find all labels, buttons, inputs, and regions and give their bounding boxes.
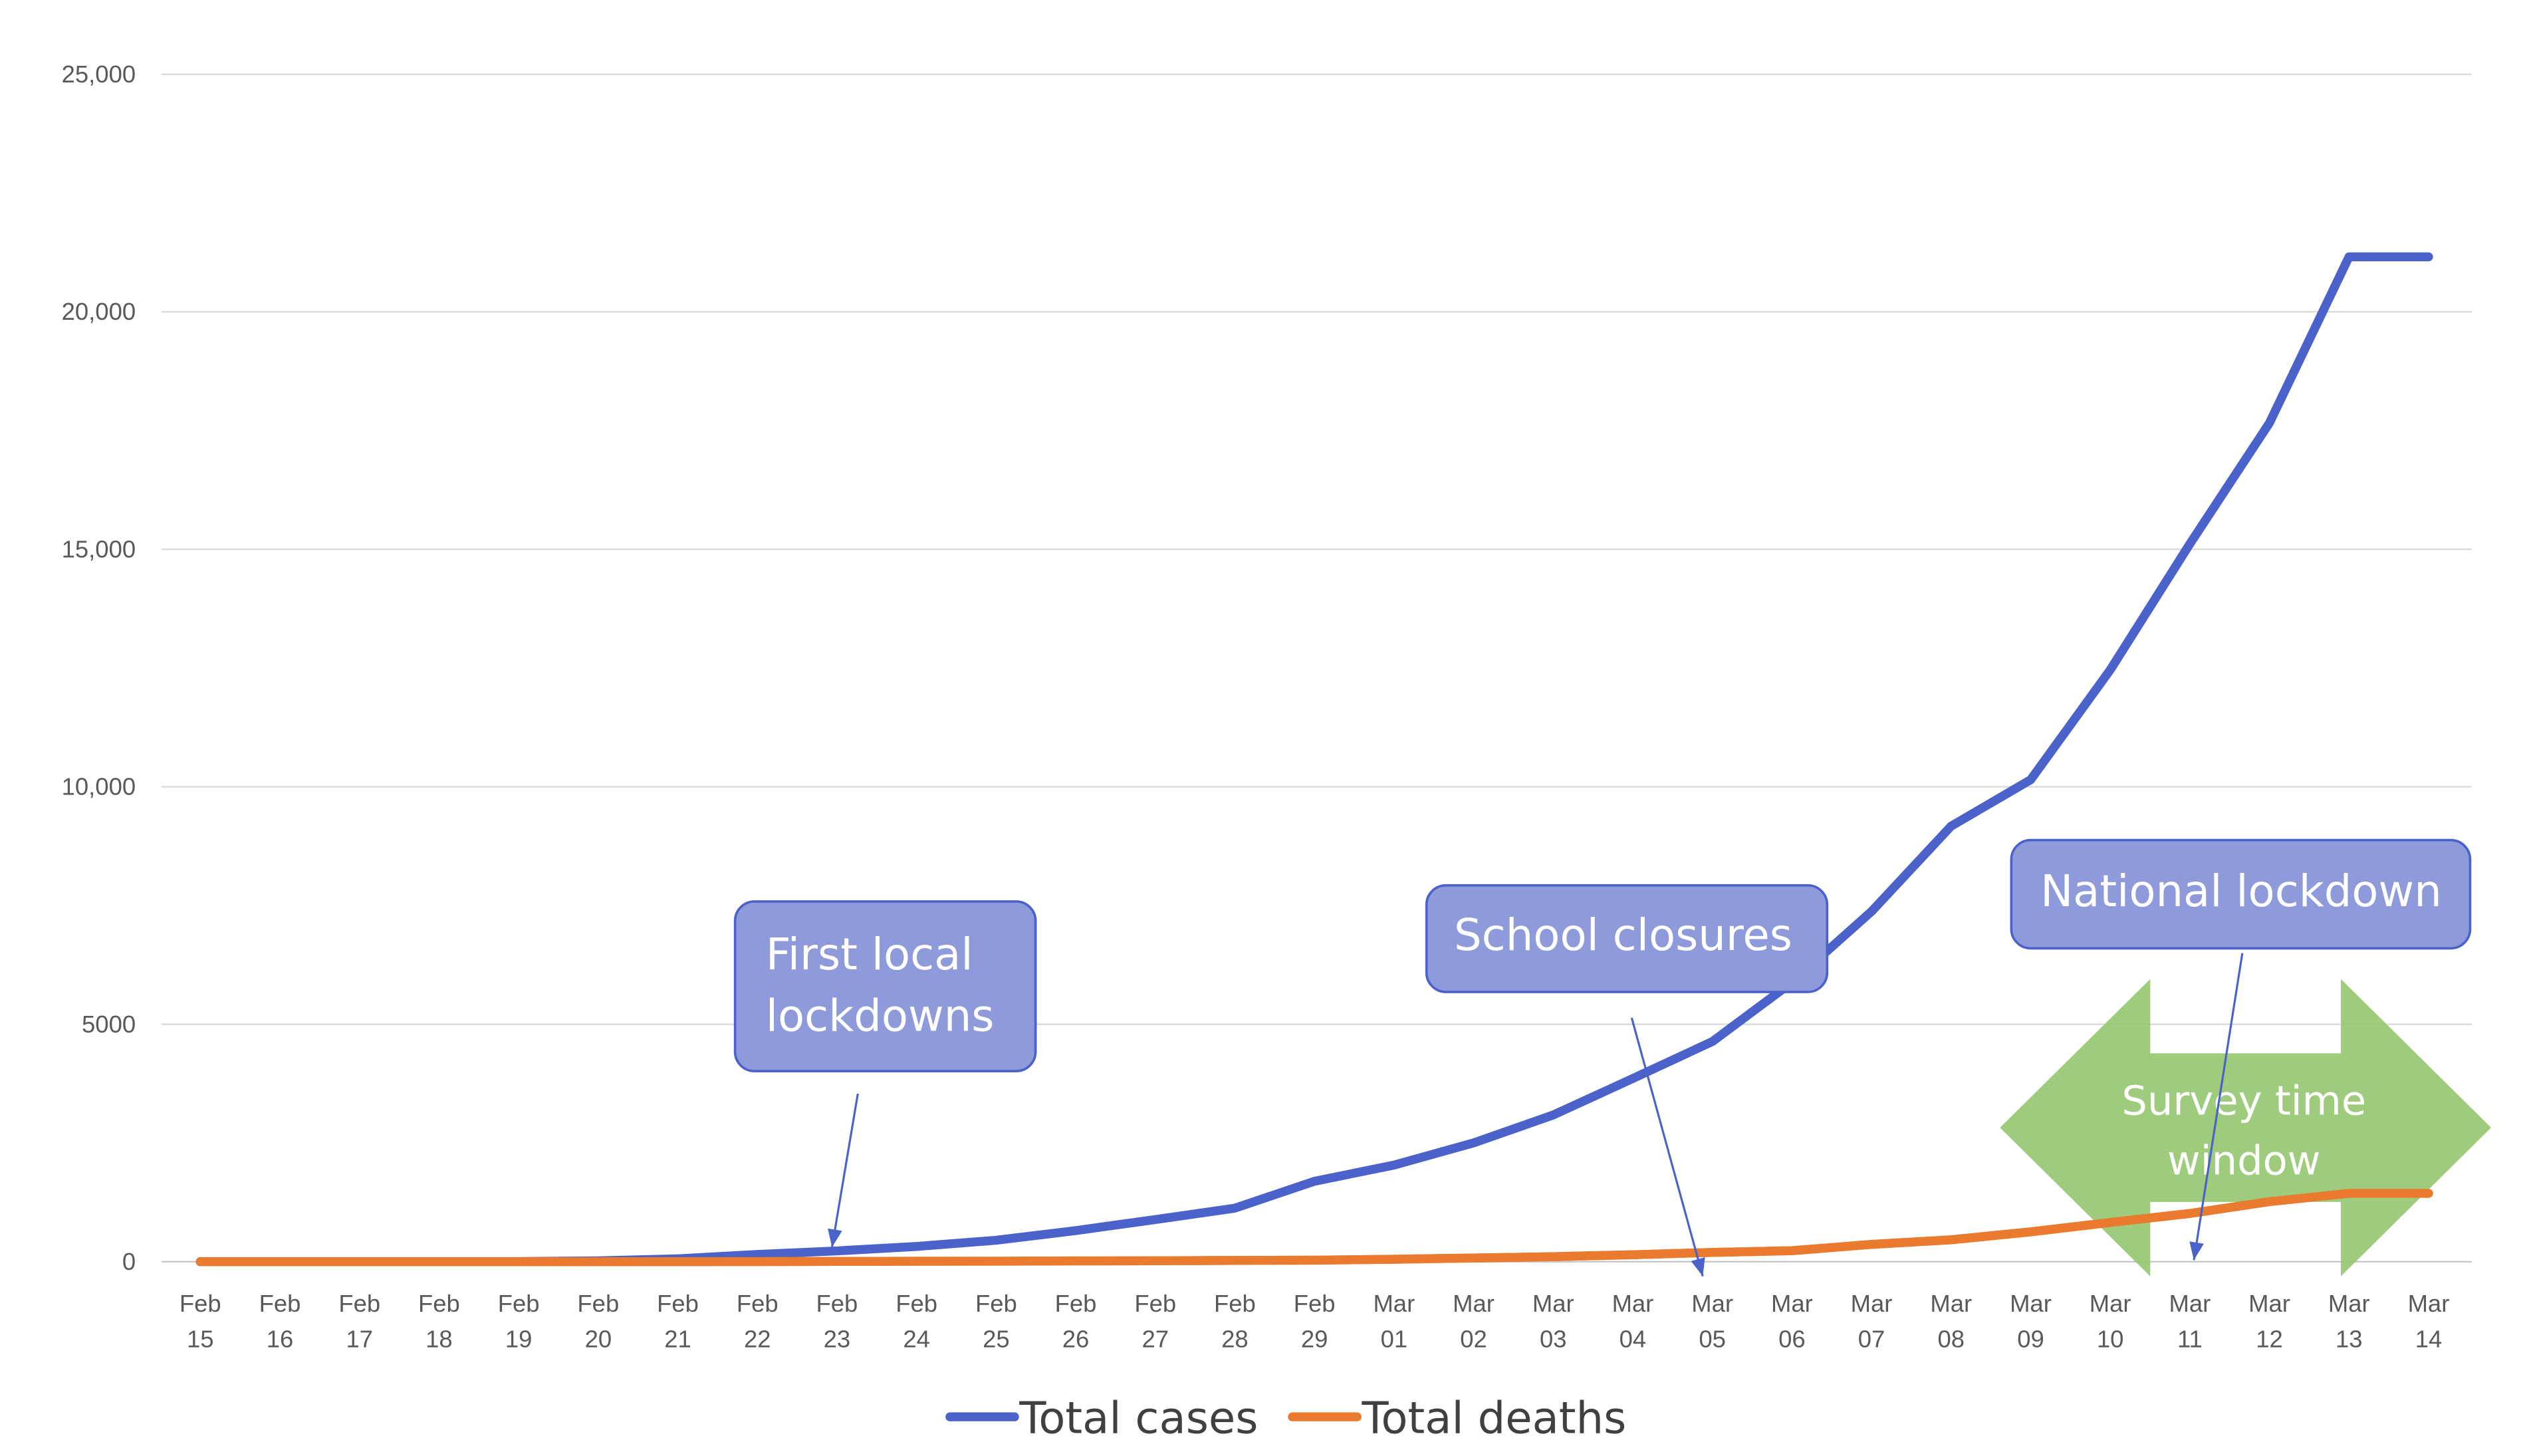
first-local-lockdowns-arrow: [830, 1093, 859, 1248]
y-tick-label: 20,000: [62, 298, 136, 325]
x-tick-month: Mar: [1532, 1290, 1574, 1317]
x-tick-day: 12: [2256, 1326, 2283, 1353]
x-tick-month: Feb: [657, 1290, 699, 1317]
survey-window-arrow: [2000, 979, 2492, 1276]
y-axis-ticks: 0 5000 10,000 15,000 20,000 25,000: [62, 61, 136, 1275]
x-tick-month: Mar: [1453, 1290, 1495, 1317]
x-tick-day: 13: [2336, 1326, 2363, 1353]
x-tick-day: 17: [346, 1326, 373, 1353]
x-tick-day: 26: [1062, 1326, 1090, 1353]
x-axis-ticks: Feb 15 Feb 16 Feb 17 Feb 18 Feb 19 Feb 20 Feb 21 Feb 22…: [180, 1290, 2449, 1352]
x-tick-day: 10: [2097, 1326, 2124, 1353]
x-tick-month: Mar: [2010, 1290, 2052, 1317]
x-tick-month: Mar: [1612, 1290, 1654, 1317]
x-tick-month: Feb: [1134, 1290, 1176, 1317]
x-tick-month: Mar: [2408, 1290, 2450, 1317]
x-tick-day: 01: [1381, 1326, 1408, 1353]
x-tick-month: Feb: [418, 1290, 460, 1317]
x-tick-month: Feb: [737, 1290, 779, 1317]
survey-window-label: window: [2167, 1138, 2320, 1185]
x-tick-day: 27: [1141, 1326, 1169, 1353]
x-tick-day: 05: [1699, 1326, 1726, 1353]
school-closures-arrowhead: [1691, 1257, 1705, 1276]
x-tick-day: 03: [1540, 1326, 1567, 1353]
school-closures-box: [1425, 884, 1829, 993]
x-tick-month: Mar: [2328, 1290, 2370, 1317]
x-tick-day: 07: [1858, 1326, 1885, 1353]
annotations: Survey time window First local lockdowns Sch…: [195, 838, 2492, 1277]
x-tick-month: Mar: [1930, 1290, 1972, 1317]
x-tick-month: Mar: [2248, 1290, 2290, 1317]
x-tick-month: Mar: [1691, 1290, 1733, 1317]
national-lockdown-arrowhead: [2189, 1241, 2204, 1261]
x-tick-month: Mar: [2169, 1290, 2211, 1317]
first-local-lockdowns-label: First local: [766, 929, 973, 980]
x-tick-month: Feb: [259, 1290, 301, 1317]
y-tick-label: 15,000: [62, 535, 136, 562]
x-tick-day: 19: [505, 1326, 533, 1353]
legend: Total cases Total deaths: [945, 1393, 1626, 1443]
x-tick-month: Feb: [816, 1290, 858, 1317]
x-tick-month: Feb: [896, 1290, 937, 1317]
x-tick-month: Feb: [1055, 1290, 1097, 1317]
x-tick-day: 18: [425, 1326, 453, 1353]
survey-window-label: Survey time: [2121, 1078, 2366, 1125]
x-tick-month: Mar: [1373, 1290, 1415, 1317]
x-tick-month: Feb: [577, 1290, 619, 1317]
x-tick-day: 08: [1937, 1326, 1965, 1353]
x-tick-month: Feb: [338, 1290, 380, 1317]
y-tick-label: 5000: [82, 1011, 136, 1038]
x-tick-day: 20: [585, 1326, 612, 1353]
school-closures-arrow: [1630, 1017, 1704, 1277]
first-local-lockdowns-box: [733, 900, 1037, 1072]
national-lockdown-label: National lockdown: [2040, 866, 2442, 917]
x-tick-day: 15: [187, 1326, 214, 1353]
x-tick-day: 23: [824, 1326, 851, 1353]
x-tick-day: 24: [903, 1326, 930, 1353]
x-tick-day: 22: [744, 1326, 771, 1353]
first-local-lockdowns-arrowhead: [828, 1228, 842, 1247]
x-tick-month: Feb: [1214, 1290, 1256, 1317]
school-closures-label: School closures: [1454, 910, 1792, 961]
first-local-lockdowns-label: lockdowns: [766, 991, 995, 1041]
x-tick-day: 09: [2017, 1326, 2044, 1353]
x-tick-month: Feb: [975, 1290, 1017, 1317]
x-tick-month: Mar: [1851, 1290, 1893, 1317]
x-tick-month: Feb: [498, 1290, 540, 1317]
national-lockdown-arrow: [2193, 953, 2244, 1261]
y-tick-label: 0: [122, 1248, 136, 1275]
y-tick-label: 10,000: [62, 773, 136, 800]
x-tick-day: 14: [2415, 1326, 2443, 1353]
x-tick-day: 04: [1620, 1326, 1647, 1353]
national-lockdown-box: [2010, 838, 2472, 950]
x-tick-day: 11: [2177, 1326, 2203, 1353]
x-tick-day: 06: [1778, 1326, 1806, 1353]
legend-label: Total cases: [1019, 1393, 1258, 1443]
x-tick-day: 29: [1301, 1326, 1328, 1353]
grid-lines: [162, 73, 2472, 1263]
total-deaths-line-overlay: [195, 1189, 2433, 1267]
x-tick-month: Feb: [180, 1290, 221, 1317]
legend-label: Total deaths: [1361, 1393, 1626, 1443]
x-tick-month: Feb: [1294, 1290, 1336, 1317]
x-tick-day: 02: [1460, 1326, 1487, 1353]
x-tick-day: 25: [983, 1326, 1010, 1353]
x-tick-day: 28: [1221, 1326, 1249, 1353]
x-tick-day: 21: [664, 1326, 691, 1353]
x-tick-month: Mar: [2090, 1290, 2131, 1317]
x-tick-day: 16: [267, 1326, 294, 1353]
x-tick-month: Mar: [1771, 1290, 1813, 1317]
y-tick-label: 25,000: [62, 61, 136, 88]
